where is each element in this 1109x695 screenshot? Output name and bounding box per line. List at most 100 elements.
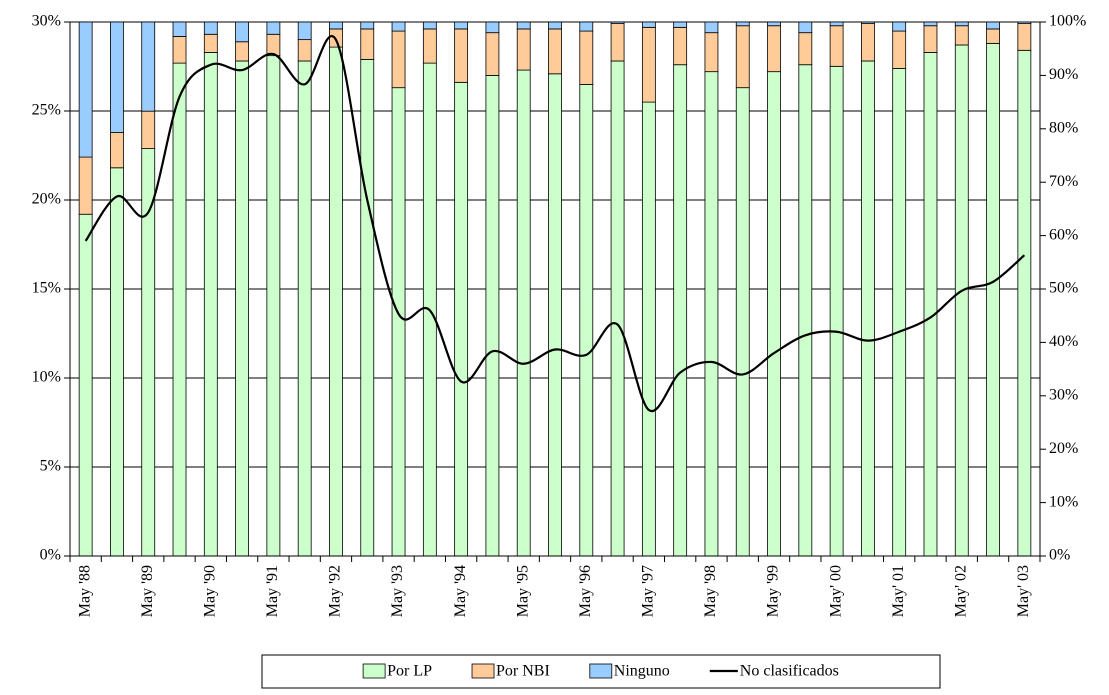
x-tick-label: May '92 — [327, 565, 344, 617]
x-tick-label: May '97 — [640, 565, 657, 617]
y2-tick-label: 60% — [1049, 226, 1078, 243]
bar — [892, 68, 907, 557]
bar — [141, 148, 156, 557]
bar — [954, 44, 969, 557]
y2-tick-label: 90% — [1049, 66, 1078, 83]
y2-tick-label: 100% — [1049, 13, 1086, 30]
bar — [986, 42, 1000, 557]
x-tick-label: May '88 — [76, 565, 93, 617]
y2-tick-label: 40% — [1049, 333, 1078, 350]
y-tick-label: 20% — [32, 191, 61, 208]
bar — [360, 28, 375, 60]
bar — [110, 21, 124, 133]
bar — [266, 33, 281, 57]
bar — [548, 73, 562, 557]
bar — [673, 21, 688, 28]
bar — [235, 60, 249, 557]
bar — [422, 28, 437, 64]
y-tick-label: 10% — [32, 369, 61, 386]
bar — [454, 28, 469, 83]
x-tick-label: May' 02 — [952, 565, 969, 617]
bar — [203, 52, 218, 557]
bar — [954, 25, 969, 46]
bar — [829, 25, 844, 67]
bar — [454, 21, 469, 30]
legend-swatch — [589, 663, 613, 679]
bar — [235, 21, 249, 43]
bar — [923, 52, 938, 557]
bar — [767, 21, 781, 27]
legend: Por LP Por NBI Ninguno No clasificados — [261, 654, 941, 689]
y2-tick-label: 70% — [1049, 173, 1078, 190]
bar — [110, 132, 124, 169]
bar — [892, 30, 907, 69]
bar — [610, 21, 625, 25]
bar — [329, 21, 343, 30]
y2-tick-label: 20% — [1049, 440, 1078, 457]
x-tick-label: May '98 — [702, 565, 719, 617]
bar — [266, 55, 281, 557]
bar — [829, 21, 844, 27]
legend-label: No clasificados — [740, 663, 839, 680]
bar — [485, 75, 500, 557]
bar — [172, 62, 187, 557]
bar — [986, 28, 1000, 44]
y-tick-label: 0% — [40, 547, 61, 564]
bar — [1017, 21, 1032, 25]
y2-tick-label: 10% — [1049, 493, 1078, 510]
bar — [923, 25, 938, 53]
bar — [266, 21, 281, 35]
bar — [579, 30, 594, 85]
bar — [704, 32, 719, 73]
bar — [641, 21, 656, 28]
bar — [78, 21, 93, 158]
bar — [829, 65, 844, 557]
line — [84, 35, 1026, 413]
bar — [641, 101, 656, 557]
bar — [704, 71, 719, 557]
y2-tick-label: 50% — [1049, 280, 1078, 297]
bar — [297, 60, 312, 557]
bar — [141, 21, 156, 112]
y2-tick-label: 0% — [1049, 547, 1070, 564]
bar — [203, 33, 218, 53]
bar — [735, 21, 750, 27]
bar — [673, 64, 688, 557]
bar — [329, 46, 343, 557]
bar — [610, 60, 625, 557]
bar — [203, 21, 218, 35]
bar — [704, 21, 719, 34]
bar — [360, 58, 375, 557]
bar — [516, 21, 531, 30]
x-tick-label: May '96 — [577, 565, 594, 617]
bar — [485, 32, 500, 76]
bar — [422, 21, 437, 30]
bar — [861, 60, 875, 557]
bar — [735, 87, 750, 557]
bar — [923, 21, 938, 27]
bar — [954, 21, 969, 27]
bar — [861, 21, 875, 25]
x-tick-label: May '99 — [765, 565, 782, 617]
bar — [235, 41, 249, 62]
bar — [516, 69, 531, 557]
bar — [767, 71, 781, 557]
bar — [297, 21, 312, 41]
x-tick-label: May '94 — [452, 565, 469, 617]
y2-tick-label: 30% — [1049, 386, 1078, 403]
bar — [1017, 23, 1032, 51]
y2-tick-label: 80% — [1049, 119, 1078, 136]
bar — [610, 23, 625, 62]
bar — [673, 26, 688, 66]
x-tick-label: May' 01 — [890, 565, 907, 617]
bar — [798, 21, 813, 34]
bar — [861, 23, 875, 62]
legend-label: Por NBI — [496, 663, 550, 680]
bar — [641, 26, 656, 103]
bar — [579, 21, 594, 32]
bar — [516, 28, 531, 71]
bar — [1017, 49, 1032, 557]
legend-swatch — [471, 663, 495, 679]
bar — [798, 32, 813, 66]
